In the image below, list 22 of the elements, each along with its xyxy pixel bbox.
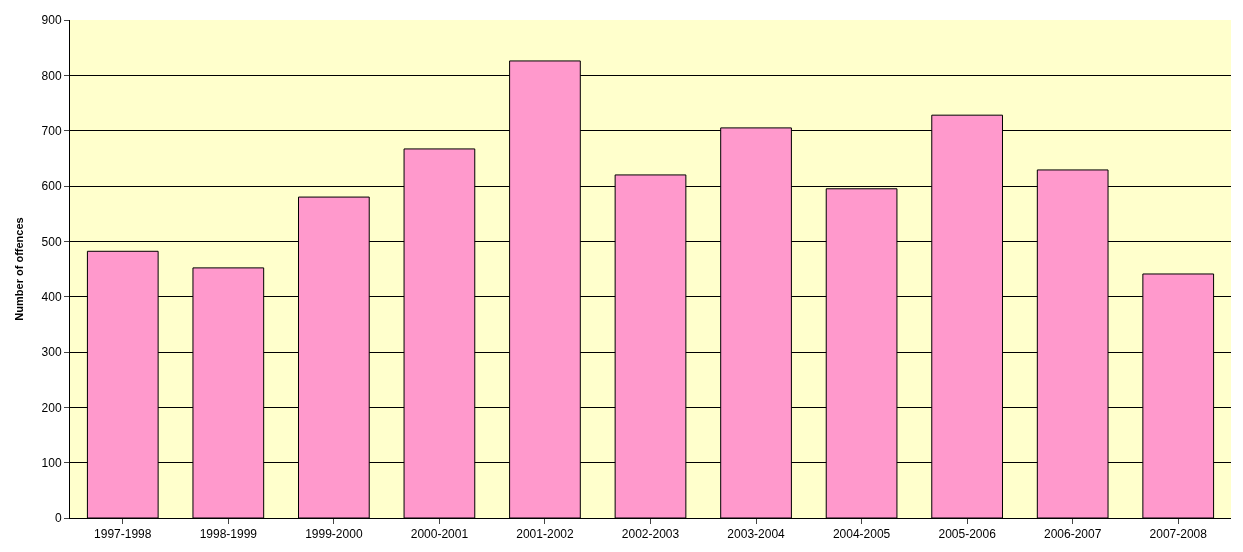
x-tick-label: 2000-2001 [410, 527, 469, 542]
x-tick-label: 2003-2004 [727, 527, 786, 542]
y-tick-label: 500 [41, 234, 62, 249]
y-tick-label: 900 [41, 13, 62, 28]
x-tick-label: 2001-2002 [516, 527, 574, 542]
x-tick-label: 2002-2003 [621, 527, 680, 542]
y-tick-label: 600 [41, 179, 62, 194]
x-tick-label: 1998-1999 [199, 527, 258, 542]
x-tick-label: 2005-2006 [938, 527, 997, 542]
y-tick-label: 300 [41, 345, 62, 360]
y-tick-label: 100 [41, 455, 62, 470]
x-tick-label: 1997-1998 [94, 527, 152, 542]
x-tick-label: 2006-2007 [1043, 527, 1102, 542]
y-tick-label: 0 [54, 511, 62, 526]
y-tick-label: 200 [41, 400, 62, 415]
y-tick-label: 800 [41, 68, 62, 83]
y-axis-title: Number of offences [13, 217, 26, 321]
x-tick-label: 1999-2000 [305, 527, 363, 542]
y-tick-label: 400 [41, 289, 62, 304]
y-tick-label: 700 [41, 123, 62, 138]
x-tick-label: 2007-2008 [1149, 527, 1208, 542]
x-tick-label: 2004-2005 [832, 527, 891, 542]
